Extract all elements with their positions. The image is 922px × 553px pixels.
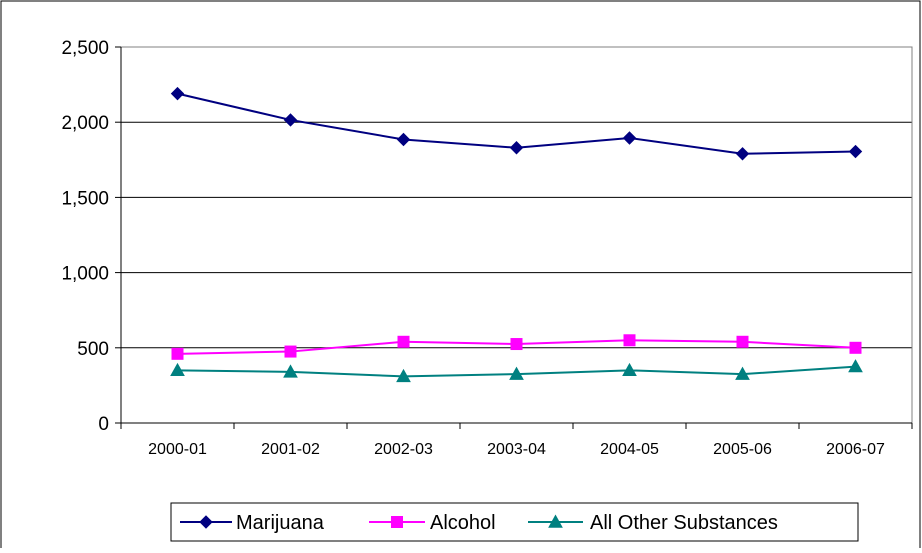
legend-box [170,502,859,542]
legend-label-marijuana: Marijuana [236,512,325,534]
legend-label-alcohol: Alcohol [430,512,496,534]
legend-item-alcohol: Alcohol [369,512,496,534]
y-tick-label: 500 [77,339,109,360]
axes: 0 500 1,000 1,500 2,000 2,500 2000-01 2001-02 20… [61,38,913,458]
series-marijuana [170,86,863,161]
data-point-alcohol [284,345,297,358]
x-tick-label: 2005-06 [713,441,772,458]
x-tick-label: 2000-01 [148,441,207,458]
data-point-alcohol [510,338,523,351]
data-point-marijuana [283,113,298,127]
x-tick-label: 2003-04 [487,441,546,458]
series-alcohol [171,334,862,360]
legend-marker-alcohol [391,516,403,528]
data-point-marijuana [622,131,637,145]
data-point-marijuana [170,86,185,101]
legend-item-all-other-substances: All Other Substances [528,512,778,534]
data-point-alcohol [397,335,410,348]
x-tick-label: 2001-02 [261,441,320,458]
series-all-other-substances [170,359,863,383]
y-tick-label: 0 [98,414,109,435]
data-point-marijuana [735,147,750,161]
data-point-alcohol [623,334,636,347]
y-tick-label: 2,000 [61,113,109,134]
x-tick-label: 2006-07 [826,441,885,458]
data-point-all-other-substances [509,366,524,380]
data-point-marijuana [396,132,411,147]
data-point-all-other-substances [283,364,298,378]
data-point-all-other-substances [735,366,750,380]
data-point-alcohol [736,335,749,348]
data-point-marijuana [848,144,863,159]
y-tick-label: 1,000 [61,264,109,285]
data-point-all-other-substances [622,362,637,377]
legend-marker-marijuana [199,515,213,529]
y-tick-label: 1,500 [61,188,109,209]
data-point-all-other-substances [848,359,863,373]
data-point-all-other-substances [396,368,411,383]
data-point-alcohol [171,347,184,360]
data-point-marijuana [509,141,524,155]
y-tick-label: 2,500 [61,38,109,59]
series-group [170,86,863,383]
x-tick-label: 2002-03 [374,441,433,458]
data-point-all-other-substances [170,362,185,377]
legend-marker-all-other-substances [548,514,563,528]
x-tick-label: 2004-05 [600,441,659,458]
legend-item-marijuana: Marijuana [180,512,325,534]
legend-label-all-other-substances: All Other Substances [590,512,778,534]
legend: Marijuana Alcohol All Other Substances [170,502,859,542]
data-point-alcohol [849,341,862,354]
